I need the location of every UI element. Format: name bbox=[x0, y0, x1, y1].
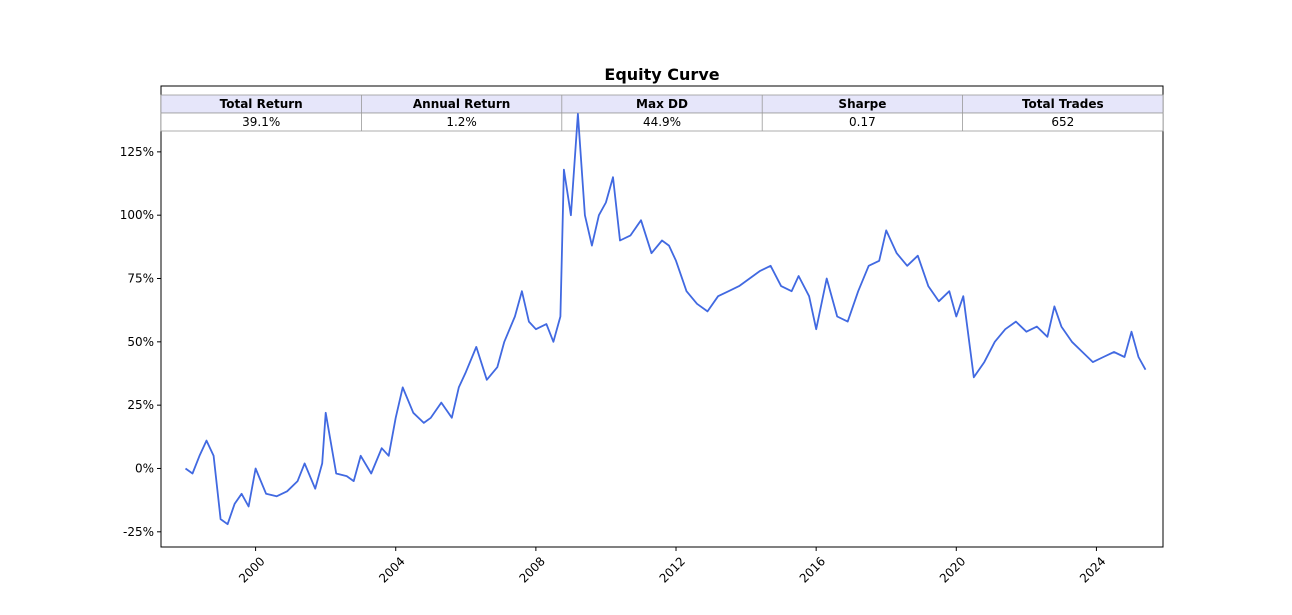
stats-table: Total Return 39.1% Annual Return 1.2% Max DD… bbox=[160, 94, 1164, 132]
plot-frame bbox=[160, 85, 1164, 548]
stats-value-cell: 44.9% bbox=[643, 115, 681, 129]
plot-area bbox=[184, 113, 1147, 526]
chart-title: Equity Curve bbox=[604, 65, 719, 84]
y-tick-label: -25% bbox=[123, 525, 154, 539]
x-tick-label: 2012 bbox=[657, 554, 688, 585]
x-tick-label: 2016 bbox=[797, 554, 828, 585]
stats-value-cell: 1.2% bbox=[446, 115, 477, 129]
x-tick-label: 2008 bbox=[516, 554, 547, 585]
stats-header-cell: Total Return bbox=[220, 97, 303, 111]
stats-header-cell: Total Trades bbox=[1022, 97, 1104, 111]
stats-value-cell: 652 bbox=[1051, 115, 1074, 129]
y-tick-label: 125% bbox=[120, 145, 154, 159]
x-tick-label: 2024 bbox=[1077, 554, 1108, 585]
x-tick-label: 2020 bbox=[937, 554, 968, 585]
x-tick-label: 2004 bbox=[376, 554, 407, 585]
stats-value-cell: 39.1% bbox=[242, 115, 280, 129]
x-axis: 2000 2004 2008 2012 2016 2020 2024 bbox=[236, 547, 1108, 586]
y-tick-label: 100% bbox=[120, 208, 154, 222]
y-tick-label: 0% bbox=[135, 461, 154, 475]
equity-line-series bbox=[184, 113, 1147, 526]
stats-header-cell: Sharpe bbox=[838, 97, 886, 111]
y-tick-label: 25% bbox=[127, 398, 154, 412]
y-tick-label: 50% bbox=[127, 335, 154, 349]
stats-value-cell: 0.17 bbox=[849, 115, 876, 129]
x-tick-label: 2000 bbox=[236, 554, 267, 585]
y-axis: -25% 0% 25% 50% 75% 100% 125% bbox=[120, 145, 161, 539]
stats-header-cell: Max DD bbox=[636, 97, 688, 111]
stats-value-row bbox=[160, 112, 1164, 132]
y-tick-label: 75% bbox=[127, 272, 154, 286]
stats-header-cell: Annual Return bbox=[413, 97, 510, 111]
